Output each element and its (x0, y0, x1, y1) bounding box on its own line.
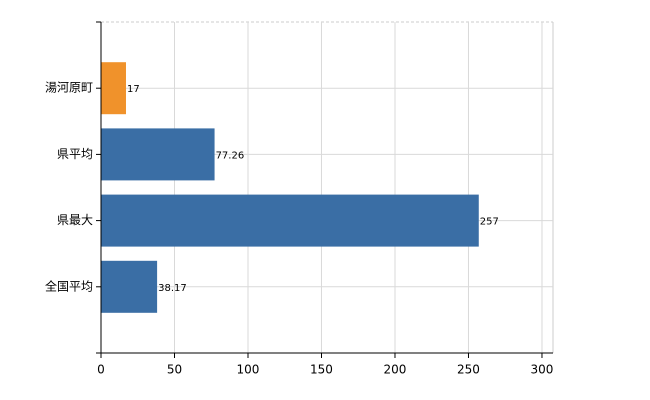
x-tick-label: 50 (167, 363, 182, 377)
value-label: 257 (480, 217, 499, 228)
y-tick-label: 県平均 (57, 147, 93, 161)
x-tick-label: 0 (97, 363, 105, 377)
y-tick-label: 湯河原町 (45, 81, 93, 95)
bar (101, 128, 215, 181)
x-tick-label: 150 (310, 363, 333, 377)
y-tick-label: 全国平均 (45, 278, 93, 293)
bar (101, 260, 158, 313)
x-tick-label: 200 (384, 363, 407, 377)
value-label: 38.17 (158, 283, 187, 294)
y-tick-label: 県最大 (57, 213, 93, 227)
x-tick-label: 250 (457, 363, 480, 377)
bar (101, 194, 479, 247)
bar (101, 62, 126, 115)
value-label: 77.26 (216, 150, 245, 161)
value-label: 17 (127, 84, 140, 95)
x-tick-label: 300 (531, 363, 554, 377)
x-tick-label: 100 (237, 363, 260, 377)
